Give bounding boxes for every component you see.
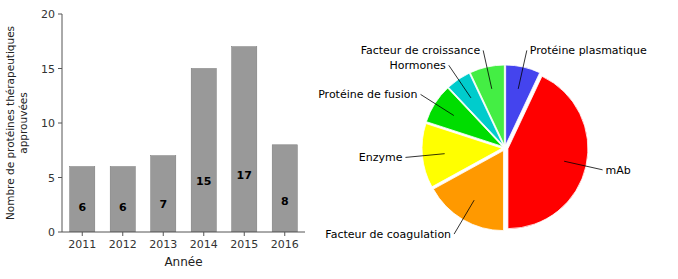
x-axis [62, 232, 305, 233]
leader-line [483, 50, 492, 88]
data-label: 17 [237, 169, 252, 182]
x-tick-label: 2011 [68, 238, 96, 251]
pie-label: Protéine plasmatique [530, 44, 647, 57]
leader-line [449, 65, 471, 98]
y-tick [58, 123, 62, 124]
leader-line [518, 50, 527, 88]
pie-label: Enzyme [359, 151, 403, 164]
y-axis-label-line: approuvées [17, 92, 29, 154]
pie-label: Hormones [390, 59, 447, 72]
data-label: 6 [78, 201, 86, 214]
x-tick [244, 232, 245, 236]
leader-line [454, 200, 474, 234]
y-tick [58, 177, 62, 178]
y-tick-label: 5 [48, 172, 55, 185]
chart-container: 0 5 10 15 20 6 6 7 15 17 8 2011 2012 2013 2014 2015 2016… [0, 0, 678, 279]
x-tick [163, 232, 164, 236]
x-tick-label: 2013 [149, 238, 177, 251]
leader-line [405, 154, 444, 158]
pie-label: mAb [606, 164, 631, 177]
data-label: 8 [281, 195, 289, 208]
y-axis-label-line: Nombre de protéines thérapeutiques [4, 26, 16, 220]
leader-line [564, 161, 602, 170]
y-tick [58, 232, 62, 233]
x-tick [82, 232, 83, 236]
bar [232, 47, 257, 232]
leader-line [421, 94, 454, 115]
pie-label: Facteur de coagulation [325, 228, 451, 241]
bars [70, 47, 298, 232]
x-tick [122, 232, 123, 236]
pie-label: Protéine de fusion [318, 88, 417, 101]
bar-chart: 0 5 10 15 20 6 6 7 15 17 8 2011 2012 2013 2014 2015 2016… [4, 8, 305, 269]
y-tick-label: 15 [41, 63, 55, 76]
bar [110, 167, 135, 232]
y-tick-label: 20 [41, 8, 55, 21]
bar [70, 167, 95, 232]
bar [272, 145, 297, 232]
pie-slice [470, 65, 504, 145]
x-tick-label: 2012 [109, 238, 137, 251]
data-label: 6 [119, 201, 127, 214]
x-tick-label: 2014 [190, 238, 218, 251]
pie-chart: Protéine plasmatique mAb Facteur de coagul… [318, 44, 647, 241]
y-axis-label: Nombre de protéines thérapeutiquesapprou… [4, 26, 29, 220]
y-tick [58, 14, 62, 15]
x-tick-label: 2015 [230, 238, 258, 251]
bar [191, 69, 216, 233]
bar [151, 156, 176, 232]
y-axis [62, 14, 63, 232]
y-tick [58, 68, 62, 69]
y-tick-label: 0 [48, 226, 55, 239]
chart-svg: 0 5 10 15 20 6 6 7 15 17 8 2011 2012 2013 2014 2015 2016… [0, 0, 678, 279]
pie-label: Facteur de croissance [361, 44, 481, 57]
data-label: 15 [196, 175, 211, 188]
x-tick [203, 232, 204, 236]
y-tick-label: 10 [41, 117, 55, 130]
x-tick [284, 232, 285, 236]
x-axis-label: Année [164, 255, 202, 269]
data-label: 7 [159, 198, 167, 211]
x-tick-label: 2016 [271, 238, 299, 251]
pie-slice [508, 76, 588, 228]
